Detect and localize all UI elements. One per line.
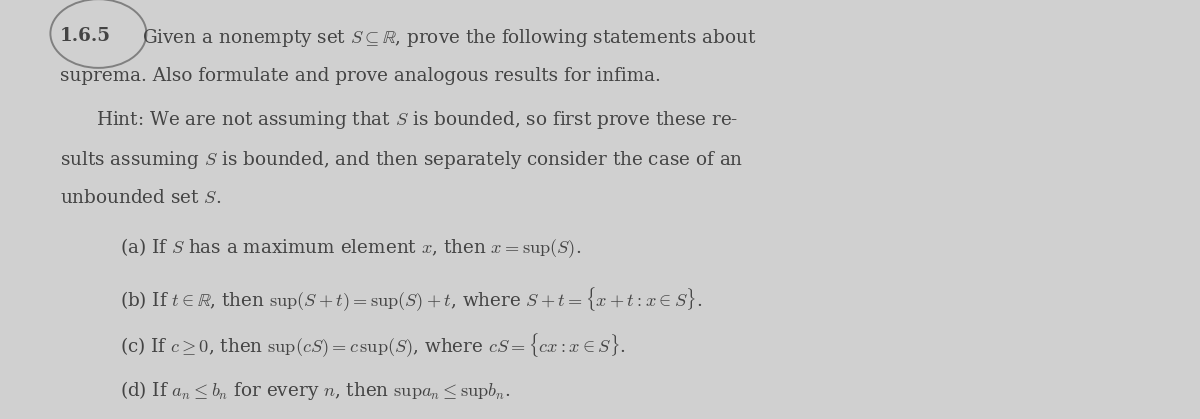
Text: (c) If $c \geq 0$, then $\mathrm{sup}(cS) = c\,\mathrm{sup}(S)$, where $cS = \{c: (c) If $c \geq 0$, then $\mathrm{sup}(cS… bbox=[120, 331, 626, 359]
Text: sults assuming $S$ is bounded, and then separately consider the case of an: sults assuming $S$ is bounded, and then … bbox=[60, 149, 743, 171]
Text: suprema. Also formulate and prove analogous results for infima.: suprema. Also formulate and prove analog… bbox=[60, 67, 661, 85]
Text: 1.6.5: 1.6.5 bbox=[60, 27, 112, 45]
Text: (a) If $S$ has a maximum element $x$, then $x = \mathrm{sup}(S)$.: (a) If $S$ has a maximum element $x$, th… bbox=[120, 237, 581, 261]
Text: (d) If $a_n \leq b_n$ for every $n$, then $\sup a_n \leq \sup b_n$.: (d) If $a_n \leq b_n$ for every $n$, the… bbox=[120, 379, 511, 402]
Text: Hint: We are not assuming that $S$ is bounded, so first prove these re-: Hint: We are not assuming that $S$ is bo… bbox=[96, 109, 738, 131]
Text: unbounded set $S$.: unbounded set $S$. bbox=[60, 189, 221, 207]
Text: (b) If $t \in \mathbb{R}$, then $\mathrm{sup}(S+t) = \mathrm{sup}(S)+t$, where $: (b) If $t \in \mathbb{R}$, then $\mathrm… bbox=[120, 285, 702, 313]
Text: Given a nonempty set $S \subseteq \mathbb{R}$, prove the following statements ab: Given a nonempty set $S \subseteq \mathb… bbox=[142, 27, 756, 49]
